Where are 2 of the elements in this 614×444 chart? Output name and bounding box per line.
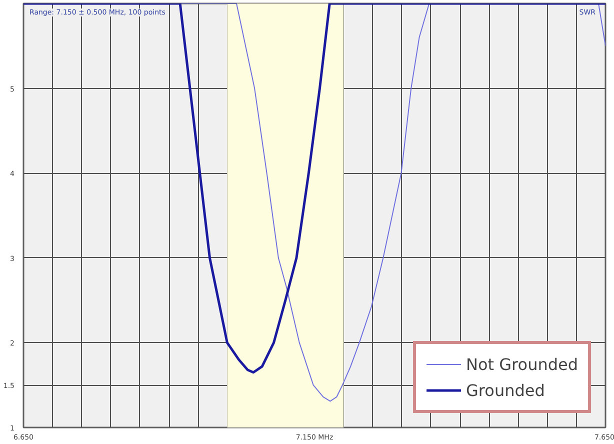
legend-label: Not Grounded xyxy=(466,354,578,374)
legend-label: Grounded xyxy=(466,380,545,400)
